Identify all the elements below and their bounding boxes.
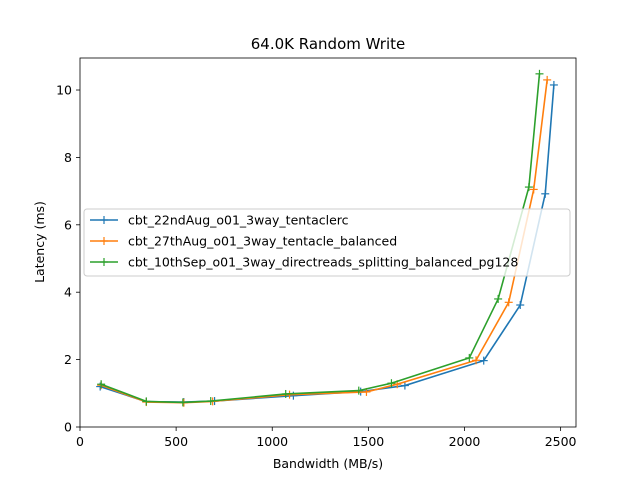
- x-tick-label: 500: [164, 434, 188, 449]
- y-tick-label: 4: [64, 285, 72, 300]
- legend-entry: cbt_22ndAug_o01_3way_tentaclerc: [90, 213, 349, 228]
- y-tick-label: 2: [64, 352, 72, 367]
- plot-frame: [79, 57, 577, 428]
- data-point: [465, 353, 474, 362]
- x-axis-label: Bandwidth (MB/s): [273, 456, 383, 471]
- data-point: [504, 298, 513, 307]
- data-point: [549, 80, 558, 89]
- data-point: [543, 75, 552, 84]
- y-axis-ticks: 0 2 4 6 8 10: [56, 83, 80, 435]
- data-point: [479, 356, 488, 365]
- data-point: [516, 301, 525, 310]
- data-point: [529, 185, 538, 194]
- data-point: [281, 389, 290, 398]
- x-tick-label: 1500: [352, 434, 384, 449]
- y-tick-label: 8: [64, 150, 72, 165]
- y-tick-label: 6: [64, 217, 72, 232]
- data-point: [524, 183, 533, 192]
- legend-label: cbt_27thAug_o01_3way_tentacle_balanced: [128, 234, 397, 249]
- x-tick-label: 0: [76, 434, 84, 449]
- legend-entry: cbt_10thSep_o01_3way_directreads_splitti…: [90, 255, 518, 270]
- data-point: [400, 381, 409, 390]
- y-tick-label: 0: [64, 420, 72, 435]
- y-axis-label: Latency (ms): [32, 201, 47, 283]
- x-tick-label: 1000: [256, 434, 288, 449]
- legend-label: cbt_10thSep_o01_3way_directreads_splitti…: [128, 255, 518, 270]
- legend: cbt_22ndAug_o01_3way_tentaclerc cbt_27thA…: [83, 208, 571, 277]
- x-tick-label: 2500: [545, 434, 577, 449]
- data-point: [387, 379, 396, 388]
- axes-layer: [79, 57, 577, 428]
- data-point: [354, 386, 363, 395]
- data-point: [472, 356, 481, 365]
- data-point: [142, 397, 151, 406]
- legend-box: [83, 208, 571, 277]
- legend-label: cbt_22ndAug_o01_3way_tentaclerc: [128, 213, 349, 228]
- legend-entry: cbt_27thAug_o01_3way_tentacle_balanced: [90, 234, 397, 249]
- data-point: [494, 294, 503, 303]
- data-point: [535, 69, 544, 78]
- data-point: [178, 398, 187, 407]
- data-point: [206, 397, 215, 406]
- data-point: [97, 380, 106, 389]
- data-point: [541, 189, 550, 198]
- x-tick-label: 2000: [449, 434, 481, 449]
- x-axis-ticks: 0 500 1000 1500 2000 2500: [76, 427, 577, 449]
- chart-title: 64.0K Random Write: [251, 35, 405, 53]
- y-tick-label: 10: [56, 83, 72, 98]
